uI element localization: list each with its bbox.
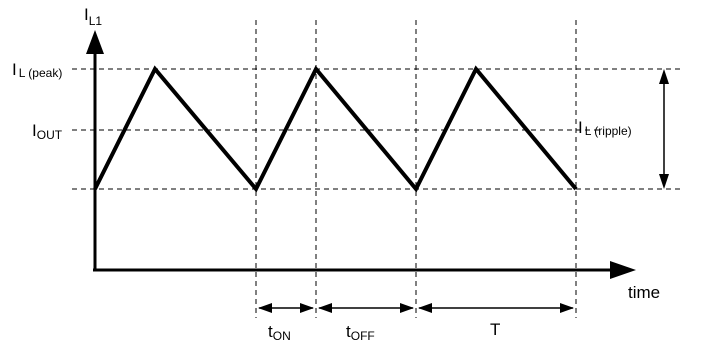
t-off-interval-arrow [318, 303, 414, 313]
period-interval-arrow [418, 303, 574, 313]
dashed-reference-lines [72, 20, 680, 318]
t-on-interval-arrow [258, 303, 314, 313]
output-current-label: IOUT [32, 121, 63, 142]
ripple-dimension-arrow [659, 69, 669, 189]
time-axis-label: time [628, 283, 660, 302]
t-on-label: tON [268, 322, 291, 343]
inductor-current-waveform [93, 65, 578, 193]
axes [86, 30, 636, 279]
y-axis-label: IL1 [84, 5, 102, 28]
x-axis-arrowhead [610, 261, 636, 279]
t-off-label: tOFF [346, 322, 375, 343]
y-axis-arrowhead [86, 30, 104, 54]
time-interval-arrows [258, 303, 574, 313]
period-label: T [490, 320, 500, 339]
